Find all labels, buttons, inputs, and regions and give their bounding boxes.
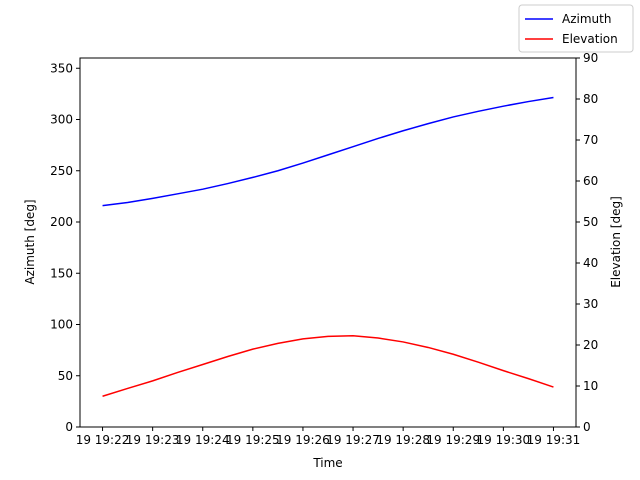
legend-box bbox=[518, 4, 634, 53]
x-tick-label: 19 19:22 bbox=[76, 433, 130, 447]
x-tick-label: 19 19:25 bbox=[226, 433, 280, 447]
legend-label: Azimuth bbox=[562, 12, 611, 26]
y2-tick-label: 50 bbox=[583, 215, 598, 229]
y-tick-label: 150 bbox=[50, 266, 73, 280]
x-tick-label: 19 19:29 bbox=[426, 433, 480, 447]
y2-axis-label: Elevation [deg] bbox=[609, 196, 623, 288]
x-axis-label: Time bbox=[312, 456, 342, 470]
y2-tick-label: 0 bbox=[583, 420, 591, 434]
y-tick-label: 0 bbox=[65, 420, 73, 434]
y2-tick-label: 70 bbox=[583, 133, 598, 147]
x-tick-label: 19 19:27 bbox=[326, 433, 380, 447]
y2-tick-label: 10 bbox=[583, 379, 598, 393]
line bbox=[102, 335, 554, 397]
x-tick-label: 19 19:24 bbox=[176, 433, 230, 447]
y2-tick-label: 20 bbox=[583, 338, 598, 352]
y2-tick-label: 80 bbox=[583, 92, 598, 106]
y-axis-label: Azimuth [deg] bbox=[23, 199, 37, 284]
x-tick-label: 19 19:23 bbox=[126, 433, 180, 447]
x-tick-label: 19 19:28 bbox=[376, 433, 430, 447]
y2-tick-label: 60 bbox=[583, 174, 598, 188]
y-tick-label: 350 bbox=[50, 61, 73, 75]
legend-label: Elevation bbox=[562, 32, 618, 46]
y2-tick-label: 40 bbox=[583, 256, 598, 270]
x-tick-label: 19 19:31 bbox=[527, 433, 581, 447]
y2-tick-label: 90 bbox=[583, 51, 598, 65]
y-tick-label: 100 bbox=[50, 318, 73, 332]
y2-tick-label: 30 bbox=[583, 297, 598, 311]
axes-frame bbox=[79, 57, 577, 428]
x-tick-label: 19 19:30 bbox=[477, 433, 531, 447]
y-tick-label: 300 bbox=[50, 113, 73, 127]
y-tick-label: 250 bbox=[50, 164, 73, 178]
line bbox=[102, 96, 554, 207]
y-tick-label: 50 bbox=[58, 369, 73, 383]
x-tick-label: 19 19:26 bbox=[276, 433, 330, 447]
y-tick-label: 200 bbox=[50, 215, 73, 229]
